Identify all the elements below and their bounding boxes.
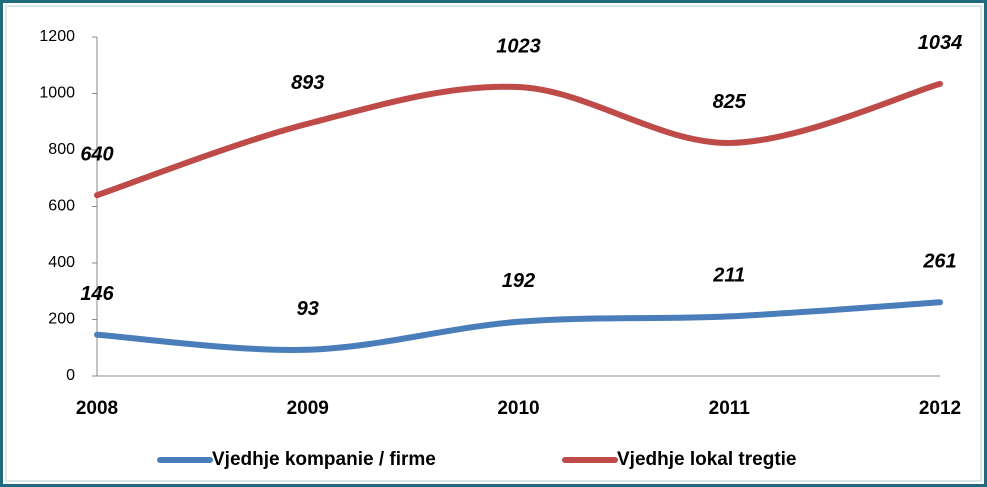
x-tick-label: 2008 bbox=[76, 398, 118, 419]
data-label: 93 bbox=[297, 298, 319, 320]
y-tick-label: 1000 bbox=[39, 85, 75, 102]
x-tick-label: 2009 bbox=[287, 398, 329, 419]
x-tick-label: 2012 bbox=[919, 398, 961, 419]
y-tick-label: 0 bbox=[66, 367, 75, 384]
legend-label: Vjedhje kompanie / firme bbox=[212, 449, 436, 470]
data-label: 1023 bbox=[496, 35, 541, 57]
data-label: 893 bbox=[291, 72, 324, 94]
line bbox=[94, 80, 943, 199]
data-label: 640 bbox=[80, 143, 113, 165]
y-tick-label: 600 bbox=[48, 198, 75, 215]
x-tick-label: 2010 bbox=[497, 398, 539, 419]
data-label: 211 bbox=[712, 265, 745, 287]
data-label: 146 bbox=[80, 283, 114, 305]
x-tick-label: 2011 bbox=[709, 398, 751, 419]
legend-label: Vjedhje lokal tregtie bbox=[617, 449, 797, 470]
data-label: 261 bbox=[922, 251, 956, 273]
y-tick-label: 400 bbox=[48, 254, 75, 271]
line bbox=[94, 299, 943, 353]
data-label: 1034 bbox=[918, 32, 963, 54]
data-label: 192 bbox=[502, 270, 535, 292]
y-tick-label: 800 bbox=[48, 141, 75, 158]
chart-inner-frame bbox=[5, 5, 982, 482]
y-tick-label: 200 bbox=[48, 311, 75, 328]
y-tick-label: 1200 bbox=[39, 28, 75, 45]
data-label: 825 bbox=[713, 91, 747, 113]
